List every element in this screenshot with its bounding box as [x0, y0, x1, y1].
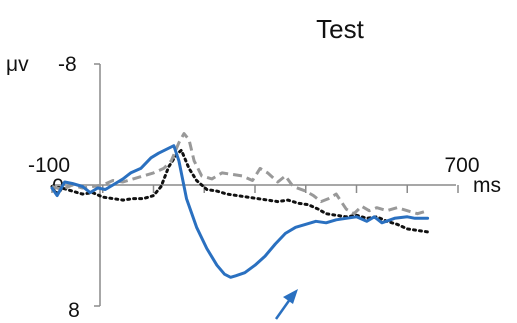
y-tick-label-8: 8	[68, 299, 80, 322]
x-tick-label-neg100: -100	[28, 154, 70, 177]
series-line-dashed	[51, 132, 429, 216]
arrow-annotation	[274, 289, 298, 320]
y-tick-label-neg8: -8	[58, 53, 77, 76]
series-line-dotted	[50, 148, 430, 234]
x-axis-label: ms	[473, 174, 501, 197]
x-tick-label-700: 700	[444, 154, 479, 177]
series-group	[50, 132, 430, 279]
y-axis-label: μv	[6, 53, 29, 76]
series-line-solid	[50, 144, 430, 279]
chart-title: Test	[316, 14, 364, 44]
